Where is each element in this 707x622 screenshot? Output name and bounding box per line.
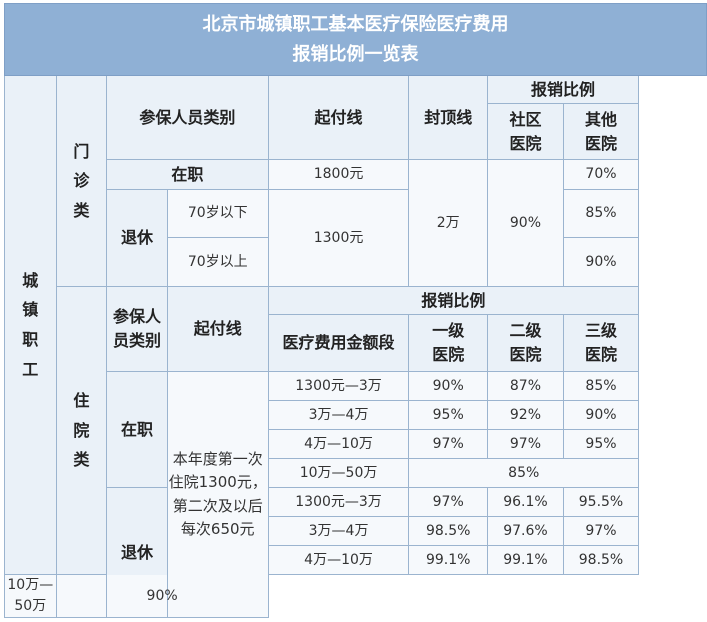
inpatient-label: 住 院 类 xyxy=(55,286,108,575)
table-cell-lv2: 97% xyxy=(486,429,564,459)
table-cell-lv1: 95% xyxy=(408,400,488,430)
table-title: 北京市城镇职工基本医疗保险医疗费用 报销比例一览表 xyxy=(4,3,707,76)
table-cell-lv2: 96.1% xyxy=(486,487,564,517)
table-cell-lv3: 85% xyxy=(562,371,640,401)
outpatient-retired-under70: 70岁以下 xyxy=(166,189,269,238)
outpatient-cap-value: 2万 xyxy=(408,159,488,287)
inpatient-header-deductible: 起付线 xyxy=(166,286,269,372)
table-cell-lv1: 97% xyxy=(408,487,488,517)
table-cell-all-levels: 90% xyxy=(55,574,269,618)
table-cell-lv3: 95.5% xyxy=(562,487,640,517)
table-cell-lv3: 97% xyxy=(562,516,640,546)
table-cell-range: 10万—50万 xyxy=(4,574,57,618)
inpatient-header-lv3: 三级 医院 xyxy=(562,314,640,372)
outpatient-employed-deductible: 1800元 xyxy=(267,159,410,190)
table-cell-lv1: 97% xyxy=(408,429,488,459)
outpatient-header-community: 社区 医院 xyxy=(486,103,564,160)
inpatient-header-lv2: 二级 医院 xyxy=(486,314,564,372)
table-cell-lv2: 97.6% xyxy=(486,516,564,546)
inpatient-header-amount: 医疗费用金额段 xyxy=(267,314,410,372)
table-cell-lv3: 98.5% xyxy=(562,545,640,575)
table-cell-range: 3万—4万 xyxy=(267,516,410,546)
outpatient-header-other: 其他 医院 xyxy=(562,103,640,160)
inpatient-header-ratio: 报销比例 xyxy=(267,286,640,315)
table-cell-range: 3万—4万 xyxy=(267,400,410,430)
outpatient-header-cap: 封顶线 xyxy=(408,75,488,160)
outpatient-retired-over70: 70岁以上 xyxy=(166,237,269,287)
table-cell-lv1: 90% xyxy=(408,371,488,401)
table-cell-range: 1300元—3万 xyxy=(267,487,410,517)
table-cell-range: 4万—10万 xyxy=(267,429,410,459)
outpatient-employed-label: 在职 xyxy=(106,159,269,190)
table-cell-lv1: 99.1% xyxy=(408,545,488,575)
outpatient-retired-deductible: 1300元 xyxy=(267,189,410,287)
outpatient-employed-other: 70% xyxy=(562,159,640,190)
outpatient-header-deductible: 起付线 xyxy=(267,75,410,160)
outpatient-header-ratio: 报销比例 xyxy=(486,75,640,104)
table-cell-lv1: 98.5% xyxy=(408,516,488,546)
title-line-2: 报销比例一览表 xyxy=(292,43,419,65)
table-cell-lv2: 87% xyxy=(486,371,564,401)
table-cell-range: 1300元—3万 xyxy=(267,371,410,401)
inpatient-header-category: 参保人 员类别 xyxy=(106,286,168,372)
outpatient-retired-under70-other: 85% xyxy=(562,189,640,238)
table-cell-range: 10万—50万 xyxy=(267,458,410,488)
title-line-1: 北京市城镇职工基本医疗保险医疗费用 xyxy=(202,13,509,35)
table-cell-lv2: 99.1% xyxy=(486,545,564,575)
outpatient-retired-label: 退休 xyxy=(106,189,168,287)
table-cell-range: 4万—10万 xyxy=(267,545,410,575)
table-cell-lv2: 92% xyxy=(486,400,564,430)
table-cell-all-levels: 85% xyxy=(408,458,640,488)
reimbursement-table: 北京市城镇职工基本医疗保险医疗费用 报销比例一览表 城 镇 职 工 门 诊 类 … xyxy=(4,3,707,618)
reimbursement-table-container: 北京市城镇职工基本医疗保险医疗费用 报销比例一览表 城 镇 职 工 门 诊 类 … xyxy=(4,3,707,618)
group-label-urban-employees: 城 镇 职 工 xyxy=(4,75,57,575)
outpatient-community-value: 90% xyxy=(486,159,564,287)
outpatient-retired-over70-other: 90% xyxy=(562,237,640,287)
table-cell-lv3: 90% xyxy=(562,400,640,430)
outpatient-label: 门 诊 类 xyxy=(55,75,108,287)
table-cell-lv3: 95% xyxy=(562,429,640,459)
outpatient-header-category: 参保人员类别 xyxy=(106,75,269,160)
inpatient-header-lv1: 一级 医院 xyxy=(408,314,488,372)
inpatient-employed-label: 在职 xyxy=(106,371,168,488)
